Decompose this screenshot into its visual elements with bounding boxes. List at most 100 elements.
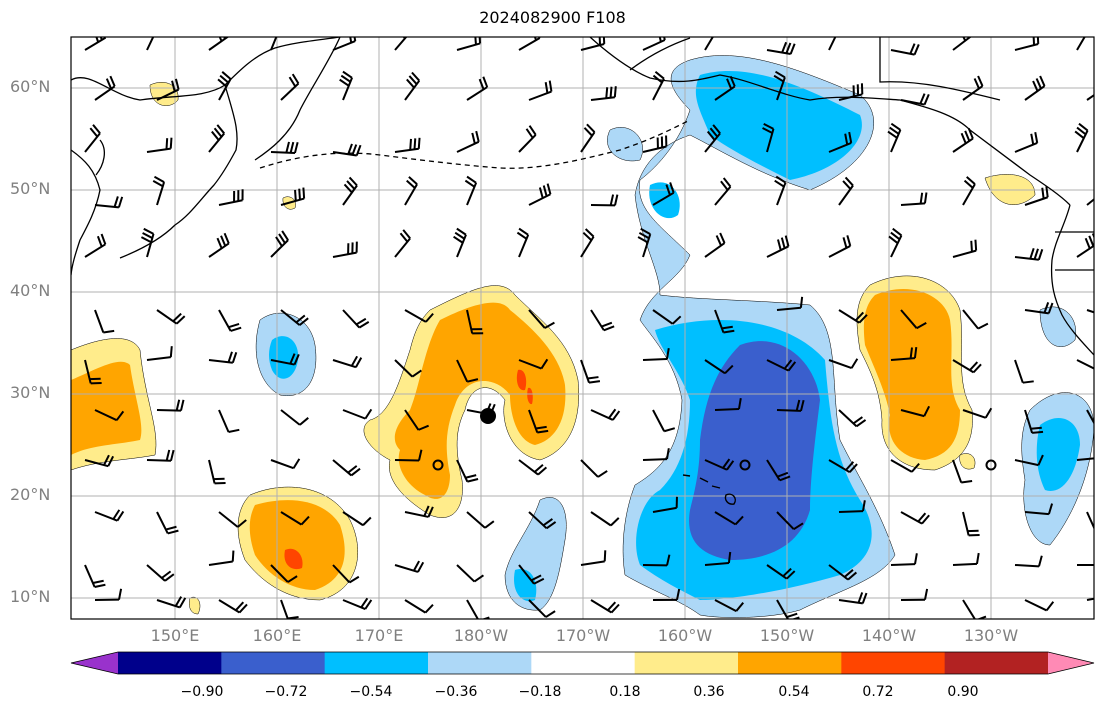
wind-barb-shaft <box>1086 511 1094 530</box>
wind-barb-feather <box>475 130 480 143</box>
wind-barb-feather <box>275 236 283 247</box>
wind-barb-feather <box>601 321 613 328</box>
wind-barb-feather <box>1045 601 1055 612</box>
wind-barb-feather <box>726 78 733 90</box>
wind-barb-feather <box>1036 37 1040 45</box>
wind-barb-feather <box>540 358 549 370</box>
wind-barb-feather <box>411 369 422 378</box>
wind-barb-feather <box>401 26 408 35</box>
wind-barb-feather <box>169 346 173 358</box>
wind-barb-feather <box>94 583 106 588</box>
wind-barb-feather <box>152 180 164 188</box>
wind-barb-feather <box>164 573 175 582</box>
gridlines <box>71 37 1094 619</box>
wind-barb-feather <box>724 364 734 375</box>
wind-barb-feather <box>288 76 297 88</box>
lon-label: 170°E <box>354 626 404 645</box>
wind-barb-feather <box>919 93 926 105</box>
wind-barb-shaft <box>270 459 294 470</box>
wind-barb-feather <box>292 458 301 469</box>
colorbar-tick-label: 0.72 <box>862 684 894 700</box>
wind-barb-shaft <box>652 309 674 325</box>
lon-label: 150°W <box>759 626 815 645</box>
wind-barb-feather <box>299 417 309 426</box>
wind-barb-feather <box>99 37 103 41</box>
colorbar <box>70 651 1095 675</box>
wind-barb-feather <box>1037 454 1044 466</box>
wind-barb-shaft <box>342 409 366 420</box>
wind-barb-feather <box>848 131 853 144</box>
wind-barb-shaft <box>962 409 987 419</box>
colorbar-segment <box>634 652 739 674</box>
wind-barb-shaft <box>580 459 599 478</box>
wind-barb-feather <box>966 176 976 185</box>
lat-label: 50°N <box>10 179 51 198</box>
wind-barb-feather <box>584 228 595 238</box>
wind-barb-feather <box>969 361 979 371</box>
wind-barb-shaft <box>1076 457 1094 461</box>
wind-barb-feather <box>723 329 735 334</box>
colorbar-segment <box>738 652 842 674</box>
wind-barb-feather <box>1029 248 1035 260</box>
wind-barb-shaft <box>714 408 740 411</box>
wind-barb-feather <box>118 588 123 600</box>
wind-barb-feather <box>727 551 732 564</box>
wind-barb-feather <box>153 175 165 183</box>
wind-barb-feather <box>586 123 596 133</box>
wind-barb-feather <box>706 130 716 141</box>
wind-barb-shaft <box>404 599 426 614</box>
wind-barb-shaft <box>466 511 486 529</box>
wind-barb-feather <box>848 463 858 473</box>
wind-barb-shaft <box>1086 409 1094 425</box>
wind-barb-feather <box>175 399 181 411</box>
wind-barb-shaft <box>270 564 289 583</box>
wind-barb-feather <box>914 553 918 565</box>
wind-barb-feather <box>103 454 110 466</box>
wind-barb-feather <box>423 505 430 517</box>
filled-circle-marker <box>480 408 496 424</box>
wind-barb-feather <box>795 399 801 411</box>
wind-barb-shaft <box>890 459 913 473</box>
wind-barb-shaft <box>1086 93 1094 101</box>
wind-barb-feather <box>1101 554 1103 565</box>
wind-barb-feather <box>1032 37 1036 46</box>
wind-barb-feather <box>658 37 662 43</box>
colorbar-segment <box>841 652 946 674</box>
wind-barb-feather <box>921 514 930 525</box>
lat-label: 30°N <box>10 383 51 402</box>
wind-barb-feather <box>861 500 866 512</box>
wind-barb-feather <box>348 575 360 584</box>
hawaii-islands <box>682 474 736 505</box>
wind-barb-feather <box>406 179 416 189</box>
storm-markers <box>432 408 997 471</box>
wind-barb-feather <box>545 610 556 618</box>
wind-barb-feather <box>1022 380 1034 384</box>
wind-barb-feather <box>1097 424 1105 427</box>
wind-barb-feather <box>780 237 786 249</box>
colorbar-segment <box>944 652 1049 674</box>
wind-barb-feather <box>174 596 183 607</box>
colorbar-segment <box>324 652 429 674</box>
wind-barb-feather <box>165 525 177 531</box>
wind-barb-feather <box>516 231 528 240</box>
wind-barb-shaft <box>1024 511 1049 516</box>
wind-barb-feather <box>287 575 298 583</box>
wind-barb-shaft <box>652 409 666 432</box>
wind-barb-feather <box>975 552 980 565</box>
wind-barb-feather <box>640 227 651 236</box>
wind-barb-feather <box>302 187 306 199</box>
wind-barb-feather <box>538 187 544 199</box>
wind-barb-feather <box>147 26 156 33</box>
wind-barb-feather <box>300 515 310 526</box>
wind-barb-feather <box>116 510 125 522</box>
wind-barb-feather <box>544 82 549 94</box>
wind-barb-feather <box>1033 248 1039 260</box>
wind-barb-shaft <box>404 309 427 323</box>
wind-barb-shaft <box>952 459 963 483</box>
wind-barb-feather <box>1047 302 1054 314</box>
kamchatka-coastline <box>254 37 341 161</box>
wind-barb-feather <box>1079 26 1087 33</box>
wind-barb-feather <box>228 322 240 329</box>
wind-barb-feather <box>465 474 477 479</box>
wind-barb-feather <box>715 235 722 246</box>
